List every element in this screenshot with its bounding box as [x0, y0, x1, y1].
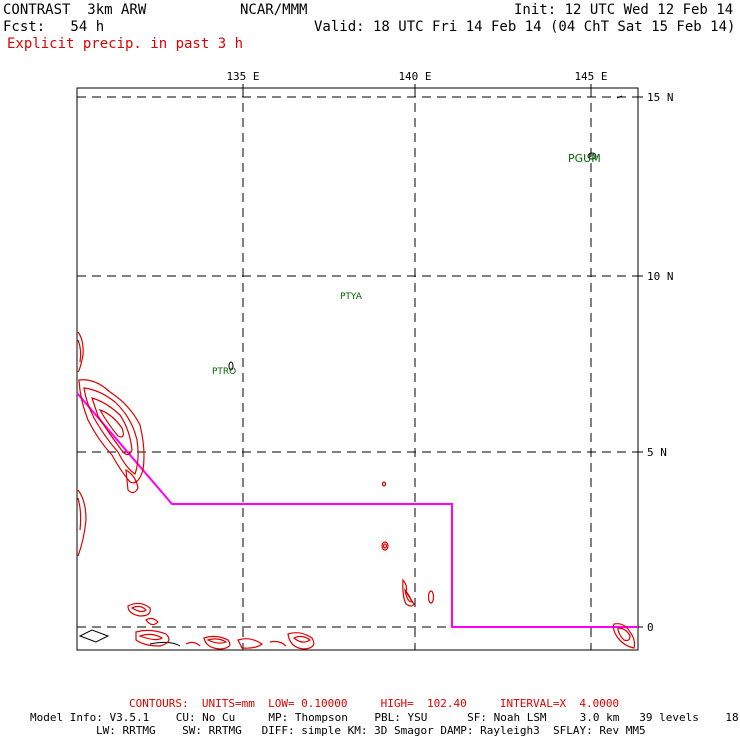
precip-contour-bl-12	[292, 635, 312, 643]
precip-contour-west-8	[77, 497, 82, 531]
model-info-line-2: LW: RRTMG SW: RRTMG DIFF: simple KM: 3D …	[96, 724, 646, 737]
precip-contour-west-6	[77, 339, 82, 363]
precip-contour-bl-10	[269, 640, 287, 647]
model-info-line-1: Model Info: V3.5.1 CU: No Cu MP: Thompso…	[30, 711, 740, 724]
coastline-bottom-left	[78, 629, 110, 643]
precip-contour-bl-8	[185, 641, 201, 647]
precip-contour-bl-9	[237, 638, 264, 649]
precip-contour-bl-5	[138, 633, 164, 641]
lat-label-0: 0	[647, 621, 654, 634]
station-label-ptro: PTRO	[212, 367, 236, 377]
precip-contour-west-5	[77, 331, 84, 373]
lat-label-10: 10 N	[647, 270, 674, 283]
precip-cell-c1b	[382, 543, 388, 549]
station-label-ptya: PTYA	[340, 292, 363, 302]
precip-contour-east-2	[617, 627, 631, 642]
lon-label-135: 135 E	[226, 70, 259, 83]
valid-time: Valid: 18 UTC Fri 14 Feb 14 (04 ChT Sat …	[314, 19, 736, 35]
lon-label-145: 145 E	[574, 70, 607, 83]
precip-contour-bl-1	[127, 602, 151, 617]
precip-contour-west-2	[83, 387, 139, 475]
precip-cell-c3b	[404, 587, 413, 603]
precip-contour-bl-4	[135, 629, 170, 647]
precip-contour-bl-11	[287, 632, 315, 650]
precip-contour-west-1	[78, 379, 145, 484]
lat-label-15: 15 N	[647, 91, 674, 104]
precip-contour-bl-7	[206, 638, 228, 644]
precip-cell-c4	[427, 590, 435, 604]
organization-label: NCAR/MMM	[240, 2, 308, 18]
nested-domain-boundary	[76, 392, 638, 628]
precip-contour-east-1	[612, 623, 636, 649]
station-label-pgum: PGUM	[568, 152, 601, 165]
lon-label-140: 140 E	[398, 70, 431, 83]
forecast-hour: Fcst: 54 h	[3, 19, 105, 35]
precip-contour-west-9	[125, 468, 139, 494]
map-frame	[76, 87, 639, 651]
precip-contour-bl-6	[203, 635, 231, 650]
precip-contour-bl-3	[145, 617, 159, 626]
lat-label-5: 5 N	[647, 446, 667, 459]
model-title: CONTRAST 3km ARW	[3, 2, 147, 18]
precip-contour-west-7	[77, 489, 87, 557]
precip-contour-bl-2	[130, 605, 147, 613]
precip-contour-west-4	[98, 408, 124, 438]
precip-contour-west-3	[91, 397, 133, 456]
init-time: Init: 12 UTC Wed 12 Feb 14	[514, 2, 734, 18]
precip-cell-c2	[381, 481, 387, 487]
island-tiny-ne	[616, 95, 623, 99]
island-guam	[587, 152, 597, 160]
contours-info: CONTOURS: UNITS=mm LOW= 0.10000 HIGH= 10…	[129, 697, 620, 710]
precip-cell-c1	[381, 541, 389, 551]
precip-cell-c3	[402, 578, 415, 607]
island-palau	[228, 361, 234, 371]
field-title: Explicit precip. in past 3 h	[7, 36, 244, 52]
